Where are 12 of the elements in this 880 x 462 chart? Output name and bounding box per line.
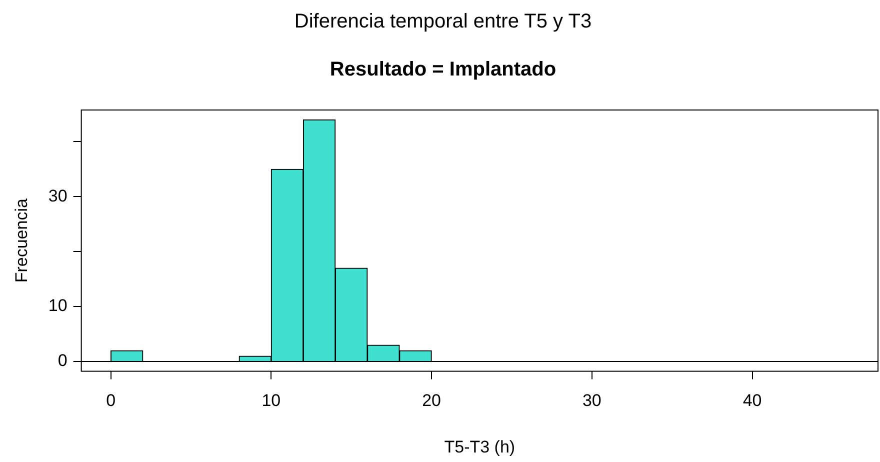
y-axis-title: Frecuencia: [12, 198, 31, 283]
chart-subtitle: Resultado = Implantado: [330, 58, 556, 81]
x-tick-label: 0: [106, 391, 116, 410]
x-tick-label: 40: [742, 391, 762, 410]
x-axis-title: T5-T3 (h): [444, 437, 516, 456]
chart-title: Diferencia temporal entre T5 y T3: [294, 10, 592, 33]
x-tick-label: 20: [422, 391, 442, 410]
x-tick-label: 30: [582, 391, 602, 410]
y-tick-label: 0: [58, 351, 68, 370]
x-tick-label: 10: [262, 391, 281, 410]
y-tick-label: 30: [48, 186, 68, 206]
y-tick-label: 10: [48, 296, 68, 316]
